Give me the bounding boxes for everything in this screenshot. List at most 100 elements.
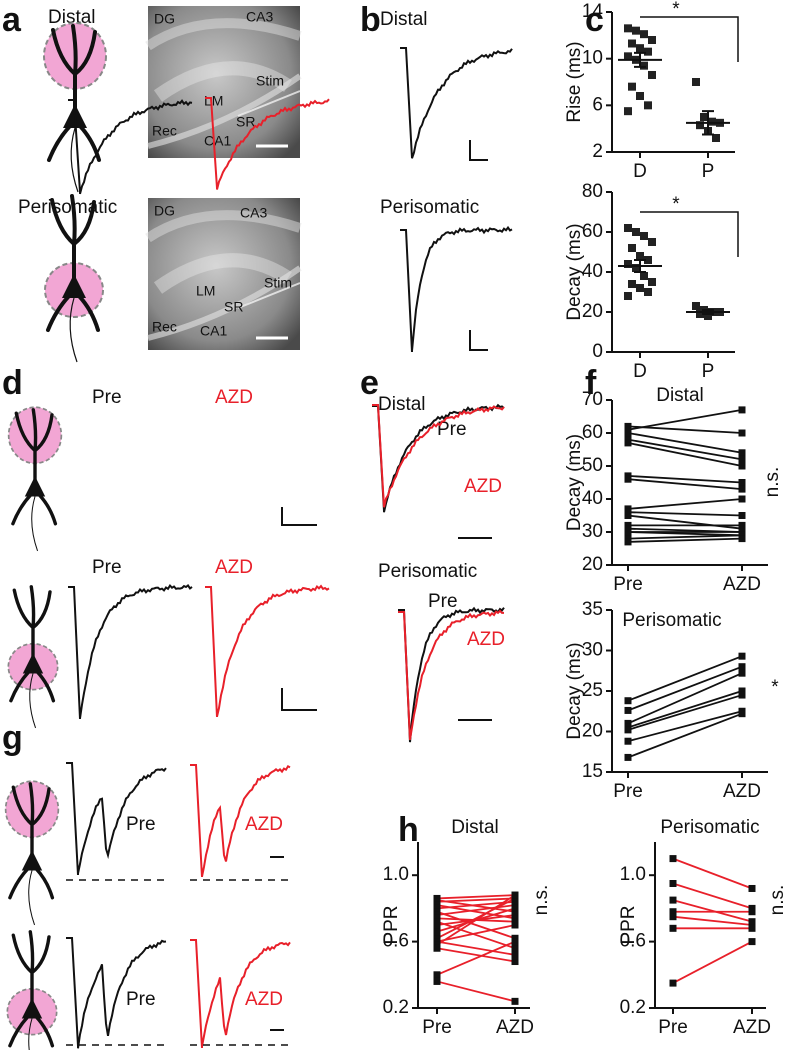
neuron-perisomatic — [8, 587, 57, 728]
point — [624, 706, 632, 714]
point — [636, 44, 644, 53]
label: SR — [236, 114, 255, 130]
point — [748, 884, 756, 892]
point — [669, 880, 677, 887]
point — [511, 951, 519, 959]
pair-line — [436, 947, 516, 963]
point — [640, 272, 648, 280]
point — [628, 244, 636, 252]
point — [632, 264, 640, 272]
trace — [372, 404, 505, 508]
point — [738, 710, 746, 718]
trace — [68, 99, 193, 195]
neuron-perisomatic — [7, 932, 56, 1050]
point — [511, 904, 519, 912]
point — [738, 406, 746, 414]
label: Pre — [92, 387, 122, 408]
label: Pre — [126, 989, 156, 1010]
point — [624, 737, 632, 745]
annotation: n.s. — [762, 467, 783, 498]
point — [636, 284, 644, 292]
point — [624, 292, 632, 300]
point — [644, 101, 652, 110]
point — [748, 908, 756, 916]
x-tick-label: P — [702, 161, 715, 182]
trace — [205, 97, 330, 190]
neuron-perisomatic — [45, 196, 103, 362]
panel-g: g Pre AZD Pre AZD — [2, 719, 283, 1050]
y-tick-label: 2 — [592, 141, 603, 162]
error-bar — [702, 110, 714, 136]
point — [738, 455, 746, 463]
scale-bar — [281, 507, 317, 526]
label: AZD — [464, 476, 502, 497]
point — [632, 228, 640, 236]
label: Pre — [428, 591, 458, 612]
point — [624, 697, 632, 705]
pair-line — [627, 710, 743, 743]
point — [632, 26, 640, 35]
pair-line — [627, 442, 743, 467]
point — [648, 36, 656, 44]
point — [644, 47, 652, 56]
point — [433, 971, 441, 979]
chart-title: Distal — [451, 817, 499, 838]
label: Distal — [378, 394, 426, 415]
point — [738, 669, 746, 677]
point — [511, 944, 519, 952]
label: Stim — [264, 275, 292, 291]
annotation: * — [672, 194, 680, 215]
point — [648, 238, 656, 246]
point — [648, 71, 656, 79]
pair-line — [627, 511, 743, 517]
point — [511, 997, 519, 1005]
point — [624, 719, 632, 727]
x-tick-label: Pre — [422, 1017, 452, 1038]
point — [738, 535, 746, 543]
pair-line — [627, 514, 743, 530]
label: Pre — [92, 557, 122, 578]
pair-line — [436, 924, 516, 943]
panel-b: b Distal Perisomatic — [360, 1, 479, 218]
x-tick-label: Pre — [613, 574, 643, 595]
pair-line — [627, 432, 743, 454]
point — [511, 911, 519, 919]
y-tick-label: 15 — [582, 761, 603, 782]
y-axis-label: PPR — [618, 905, 639, 944]
label: AZD — [215, 557, 253, 578]
point — [433, 928, 441, 936]
scale-bar — [469, 330, 488, 351]
trace — [398, 606, 505, 743]
trace — [398, 609, 504, 741]
point — [628, 82, 636, 91]
x-tick-label: D — [633, 161, 647, 182]
pair-line — [436, 910, 516, 940]
point — [624, 512, 632, 519]
y-tick-label: 35 — [582, 599, 603, 620]
label: Pre — [437, 419, 467, 440]
label: CA3 — [240, 205, 267, 221]
point — [738, 495, 746, 503]
point — [624, 429, 632, 437]
pair-line — [627, 690, 743, 729]
y-tick-label: 40 — [582, 261, 603, 282]
label: AZD — [467, 629, 505, 650]
point — [738, 449, 746, 457]
point — [624, 422, 632, 430]
pair-line — [436, 897, 516, 903]
point — [511, 958, 519, 966]
point — [644, 288, 652, 296]
y-tick-label: 6 — [592, 94, 603, 115]
pair-line — [436, 940, 516, 956]
point — [628, 39, 636, 48]
panel-letter: a — [2, 1, 22, 39]
label: Perisomatic — [18, 197, 117, 218]
point — [511, 891, 519, 899]
y-tick-label: 60 — [582, 422, 603, 443]
point — [738, 687, 746, 695]
neuron-distal — [9, 407, 62, 551]
y-tick-label: 20 — [582, 554, 603, 575]
point — [433, 977, 441, 985]
y-tick-label: 0.2 — [383, 997, 409, 1018]
pair-line — [627, 475, 743, 484]
